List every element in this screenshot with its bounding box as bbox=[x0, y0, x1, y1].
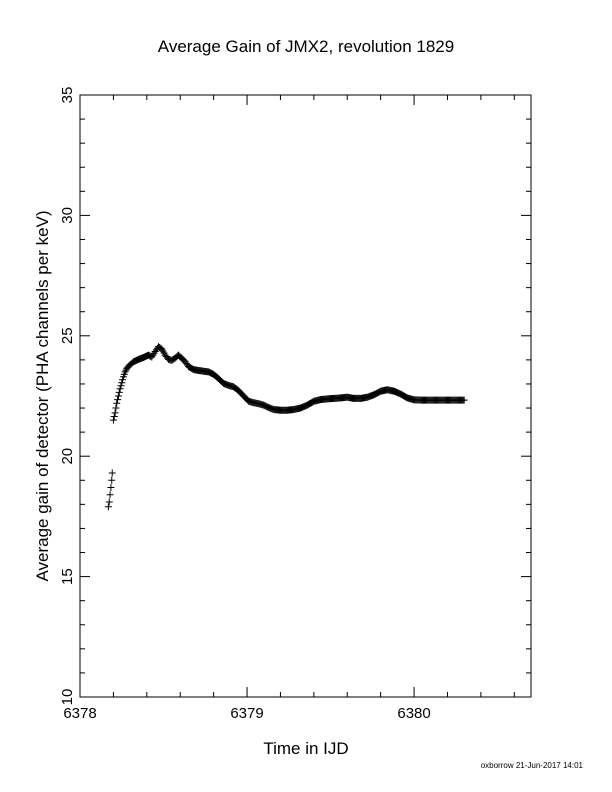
x-tick-label: 6378 bbox=[63, 705, 96, 722]
data-point bbox=[118, 379, 126, 387]
data-point bbox=[113, 399, 121, 407]
y-axis-label: Average gain of detector (PHA channels p… bbox=[33, 210, 52, 581]
x-axis-label: Time in IJD bbox=[263, 739, 348, 758]
y-tick-labels: 10 15 20 25 30 35 bbox=[59, 87, 76, 706]
y-tick-label: 35 bbox=[59, 87, 76, 104]
y-tick-label: 30 bbox=[59, 207, 76, 224]
x-tick-labels: 6378 6379 6380 bbox=[63, 705, 430, 722]
data-point bbox=[460, 396, 468, 404]
y-tick-label: 10 bbox=[59, 689, 76, 706]
y-tick-label: 25 bbox=[59, 327, 76, 344]
data-point bbox=[109, 416, 117, 424]
data-point bbox=[117, 382, 125, 390]
plot-frame bbox=[79, 94, 532, 698]
data-point bbox=[119, 376, 127, 384]
data-point bbox=[105, 498, 113, 506]
data-point bbox=[106, 491, 114, 499]
axis-ticks bbox=[79, 94, 531, 698]
y-tick-label: 20 bbox=[59, 448, 76, 465]
data-point bbox=[108, 469, 116, 477]
chart-title: Average Gain of JMX2, revolution 1829 bbox=[158, 37, 454, 56]
data-point bbox=[104, 503, 112, 511]
data-point bbox=[121, 368, 129, 376]
x-tick-label: 6379 bbox=[230, 705, 263, 722]
x-tick-label: 6380 bbox=[397, 705, 430, 722]
y-tick-label: 15 bbox=[59, 568, 76, 585]
data-point bbox=[111, 409, 119, 417]
data-point bbox=[108, 476, 116, 484]
data-point bbox=[114, 392, 122, 400]
data-point bbox=[114, 396, 122, 404]
data-point bbox=[115, 388, 123, 396]
data-series bbox=[104, 343, 468, 511]
data-point bbox=[110, 412, 118, 420]
data-point bbox=[116, 385, 124, 393]
data-point bbox=[107, 484, 115, 492]
footer-stamp: oxborrow 21-Jun-2017 14:01 bbox=[481, 761, 584, 770]
data-point bbox=[122, 366, 130, 374]
data-point bbox=[112, 404, 120, 412]
